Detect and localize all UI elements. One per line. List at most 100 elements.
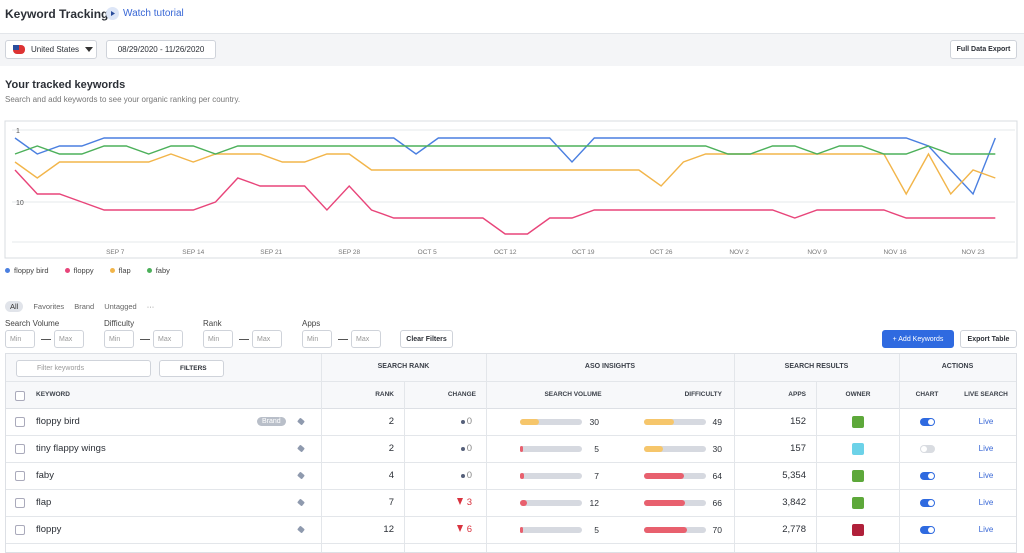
search-volume-bar [520,527,524,533]
toggle-knob [928,527,934,533]
column-header: SEARCH VOLUME [544,391,602,398]
checkbox[interactable] [15,525,25,535]
live-link[interactable]: Live [978,471,994,480]
apps: 3,842 [782,497,806,508]
search-volume: 12 [589,498,599,508]
checkbox[interactable] [15,417,25,427]
date-range[interactable]: 08/29/2020 - 11/26/2020 [106,40,216,59]
checkbox[interactable] [15,471,25,481]
legend-item[interactable]: floppy [64,266,94,275]
tab[interactable]: Favorites [33,302,65,311]
keyword-table: Filter keywords FILTERS SEARCH RANK ASO INS… [5,353,1017,553]
filter-label: Difficulty [104,319,135,328]
tag-icon[interactable] [297,498,305,507]
owner-icon[interactable] [852,524,864,536]
row-line [6,462,1016,463]
rank: 4 [388,470,394,481]
column-divider [816,382,817,552]
series-line [14,137,996,196]
min-input[interactable]: Min [5,330,35,348]
x-tick-label: OCT 12 [494,249,517,256]
change: 0 [466,443,472,454]
tag-icon[interactable] [297,417,305,426]
x-tick-label: SEP 21 [260,249,282,256]
owner-icon[interactable] [852,470,864,482]
keyword: floppy bird [36,416,80,427]
top-bar [0,0,1024,34]
owner-icon[interactable] [852,497,864,509]
tutorial-link[interactable]: Watch tutorial [123,8,184,19]
min-input[interactable]: Min [302,330,332,348]
toggle-knob [928,500,934,506]
filters-button[interactable]: FILTERS [159,360,224,377]
max-input[interactable]: Max [153,330,183,348]
range-dash [41,339,51,340]
live-link[interactable]: Live [978,525,994,534]
x-tick-label: OCT 19 [572,249,595,256]
owner-icon[interactable] [852,443,864,455]
legend: floppy bird floppy flap faby [5,266,170,275]
legend-item[interactable]: floppy bird [5,266,49,275]
checkbox[interactable] [15,391,25,401]
legend-item[interactable]: flap [109,266,131,275]
difficulty-bar [644,473,684,479]
range-dash [239,339,249,340]
full-export[interactable]: Full Data Export [950,40,1017,59]
search-volume-bar [520,419,539,425]
series-line [14,152,996,196]
country-select[interactable]: United States [5,40,97,59]
chart-toggle[interactable] [920,526,935,534]
live-link[interactable]: Live [978,444,994,453]
apps: 157 [790,443,806,454]
max-input[interactable]: Max [351,330,381,348]
owner-icon[interactable] [852,416,864,428]
rank: 2 [388,443,394,454]
chart-toggle[interactable] [920,499,935,507]
search-volume: 5 [594,525,599,535]
tab[interactable]: ··· [146,302,155,311]
range-dash [338,339,348,340]
legend-dot [5,268,10,273]
x-tick-label: SEP 28 [338,249,360,256]
legend-item[interactable]: faby [146,266,170,275]
difficulty-bar [644,419,675,425]
checkbox[interactable] [15,498,25,508]
search-input[interactable]: Filter keywords [16,360,151,377]
flat-dot [461,447,465,451]
min-input[interactable]: Min [203,330,233,348]
rank-chart: 1 10 SEP 7 SEP 14 SEP 21 SEP 28 OCT 5 OCT 12 OCT… [4,120,1018,259]
x-tick-label: SEP 7 [106,249,125,256]
x-tick-label: OCT 5 [418,249,437,256]
column-header: APPS [788,391,806,398]
tag-icon[interactable] [297,444,305,453]
group-header: ASO INSIGHTS [584,363,636,370]
tag-icon[interactable] [297,525,305,534]
tab[interactable]: Brand [74,302,95,311]
play-icon[interactable] [106,7,119,20]
column-divider [899,354,900,552]
chart-toggle[interactable] [920,472,935,480]
live-link[interactable]: Live [978,417,994,426]
checkbox[interactable] [15,444,25,454]
keyword: tiny flappy wings [36,443,106,454]
chart-toggle[interactable] [920,418,935,426]
max-input[interactable]: Max [54,330,84,348]
rank: 7 [388,497,394,508]
min-input[interactable]: Min [104,330,134,348]
export-table[interactable]: Export Table [960,330,1017,348]
group-header: SEARCH RANK [377,363,430,370]
chart-toggle[interactable] [920,445,935,453]
change: 3 [466,497,472,508]
add-keywords[interactable]: + Add Keywords [882,330,954,348]
tab[interactable]: Untagged [104,302,137,311]
clear-filters[interactable]: Clear Filters [400,330,453,348]
live-link[interactable]: Live [978,498,994,507]
row-line [6,516,1016,517]
tab[interactable]: All [5,301,24,312]
bar-track [520,500,582,506]
max-input[interactable]: Max [252,330,282,348]
tag-icon[interactable] [297,471,305,480]
group-header: ACTIONS [941,363,974,370]
column-divider [734,354,735,552]
